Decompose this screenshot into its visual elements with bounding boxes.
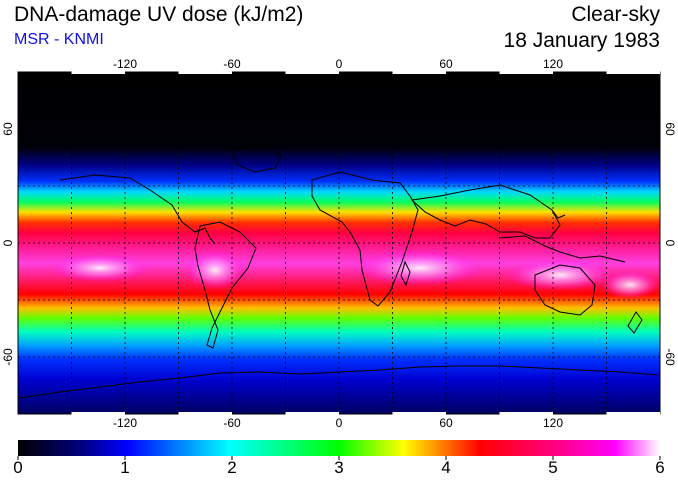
map-title: DNA-damage UV dose (kJ/m2): [14, 3, 304, 26]
frame-tick-bars: [71, 71, 660, 415]
lon-tick-label: 120: [543, 57, 563, 71]
colorbar-label: 4: [441, 458, 451, 477]
frame-bar: [606, 71, 660, 74]
frame-bar: [285, 412, 339, 415]
tick-labels: -120 -120 -60 -60 0 0 60 60 120 120 60 60 0 0 -60 -60: [1, 57, 677, 430]
colorbar-label: 5: [548, 458, 558, 477]
lat-tick-label-right: -60: [663, 348, 677, 366]
frame-bar: [392, 412, 446, 415]
sky-condition-label: Clear-sky: [571, 3, 660, 26]
colorbar-label: 6: [655, 458, 665, 477]
lat-tick-label-left: 0: [1, 239, 15, 246]
source-label: MSR - KNMI: [14, 31, 104, 48]
lat-lon-grid: [18, 72, 660, 414]
colorbar: [18, 440, 660, 456]
lat-tick-label-left: 60: [1, 122, 15, 136]
lat-tick-label-right: 60: [663, 122, 677, 136]
colorbar-ticks: [17, 456, 661, 460]
colorbar-label: 1: [120, 458, 130, 477]
lon-tick-label: 0: [336, 416, 343, 430]
lon-tick-label: -120: [113, 57, 137, 71]
lon-tick-label: 120: [543, 416, 563, 430]
lon-tick-label: 60: [439, 416, 453, 430]
lon-tick-label: 60: [439, 57, 453, 71]
frame-bar: [178, 412, 232, 415]
colorbar-label: 3: [334, 458, 344, 477]
coastlines: [19, 145, 659, 399]
lon-tick-label: -60: [223, 57, 241, 71]
frame-bar: [71, 71, 125, 74]
frame-bar: [499, 71, 553, 74]
frame-bar: [285, 71, 339, 74]
frame-bar: [178, 71, 232, 74]
date-label: 18 January 1983: [503, 29, 660, 52]
frame-bar: [499, 412, 553, 415]
lat-tick-label-left: -60: [1, 348, 15, 366]
colorbar-label: 2: [227, 458, 237, 477]
lon-tick-label: -60: [223, 416, 241, 430]
frame-bar: [392, 71, 446, 74]
lat-tick-label-right: 0: [663, 240, 677, 247]
frame-bar: [71, 412, 125, 415]
lon-tick-label: 0: [336, 57, 343, 71]
hotspots: [50, 250, 660, 299]
colorbar-label: 0: [13, 458, 23, 477]
frame-bar: [606, 412, 660, 415]
lon-tick-label: -120: [113, 416, 137, 430]
